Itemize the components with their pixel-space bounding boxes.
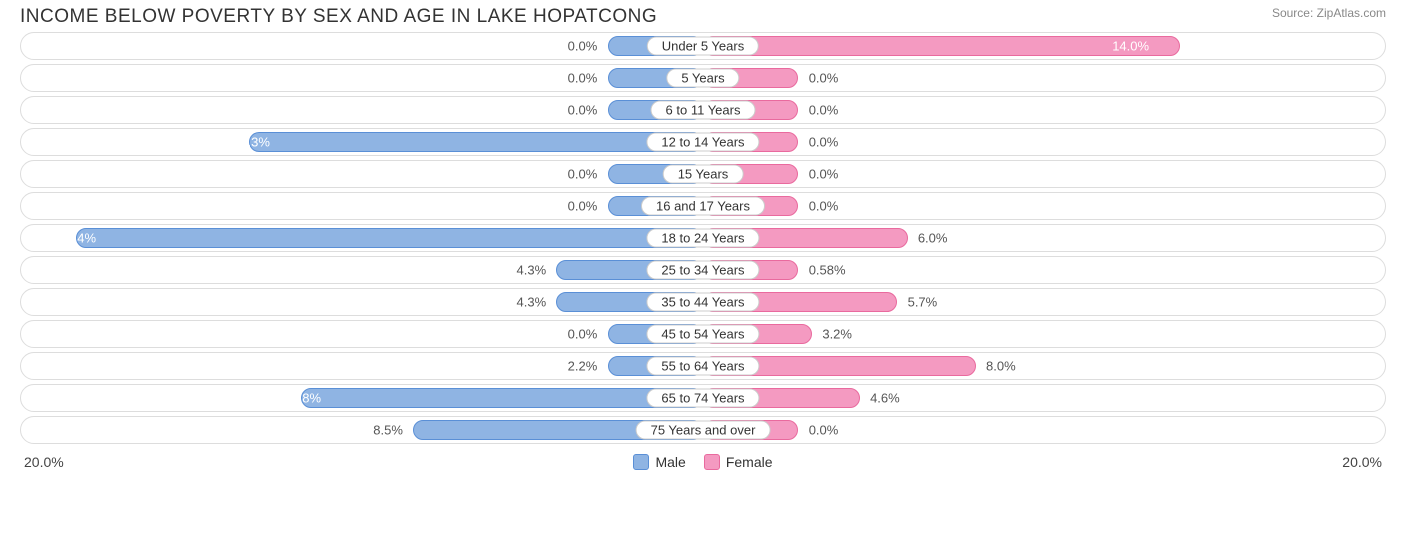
category-label: 5 Years (666, 69, 739, 88)
male-value-label: 0.0% (568, 71, 598, 86)
female-value-label: 0.0% (809, 167, 839, 182)
legend-label: Female (726, 454, 773, 470)
chart-row: 4.3% 0.58% 25 to 34 Years (20, 256, 1386, 284)
chart-row: 2.2% 8.0% 55 to 64 Years (20, 352, 1386, 380)
chart-row: 0.0% 3.2% 45 to 54 Years (20, 320, 1386, 348)
chart-row: 0.0% 0.0% 15 Years (20, 160, 1386, 188)
male-bar (301, 388, 703, 408)
female-bar (703, 36, 1180, 56)
chart-source: Source: ZipAtlas.com (1272, 6, 1386, 20)
legend-swatch (633, 454, 649, 470)
category-label: 55 to 64 Years (646, 357, 759, 376)
male-value-label: 4.3% (517, 263, 547, 278)
male-value-label: 18.4% (59, 231, 96, 246)
category-label: 25 to 34 Years (646, 261, 759, 280)
male-value-label: 11.8% (285, 391, 321, 406)
category-label: 65 to 74 Years (646, 389, 759, 408)
legend-label: Male (655, 454, 685, 470)
male-value-label: 0.0% (568, 199, 598, 214)
chart-row: 4.3% 5.7% 35 to 44 Years (20, 288, 1386, 316)
axis-left-max: 20.0% (24, 454, 64, 470)
category-label: 12 to 14 Years (646, 133, 759, 152)
female-value-label: 4.6% (870, 391, 900, 406)
female-value-label: 3.2% (822, 327, 852, 342)
male-value-label: 0.0% (568, 327, 598, 342)
female-value-label: 0.0% (809, 423, 839, 438)
chart-footer: 20.0% Male Female 20.0% (0, 448, 1406, 470)
chart-row: 0.0% 0.0% 16 and 17 Years (20, 192, 1386, 220)
chart-title: INCOME BELOW POVERTY BY SEX AND AGE IN L… (20, 6, 657, 28)
category-label: 75 Years and over (636, 421, 771, 440)
chart-header: INCOME BELOW POVERTY BY SEX AND AGE IN L… (0, 0, 1406, 32)
chart-row: 8.5% 0.0% 75 Years and over (20, 416, 1386, 444)
female-value-label: 8.0% (986, 359, 1016, 374)
female-value-label: 0.0% (809, 135, 839, 150)
chart-area: 0.0%14.0%Under 5 Years0.0%0.0%5 Years0.0… (0, 32, 1406, 444)
category-label: 15 Years (663, 165, 744, 184)
female-value-label: 0.58% (809, 263, 846, 278)
male-bar (76, 228, 703, 248)
chart-row: 18.4% 6.0% 18 to 24 Years (20, 224, 1386, 252)
male-value-label: 8.5% (373, 423, 403, 438)
legend-item: Female (704, 454, 773, 470)
male-value-label: 4.3% (517, 295, 547, 310)
category-label: 16 and 17 Years (641, 197, 765, 216)
male-value-label: 2.2% (568, 359, 598, 374)
legend-swatch (704, 454, 720, 470)
female-value-label: 0.0% (809, 103, 839, 118)
male-bar (249, 132, 703, 152)
category-label: 35 to 44 Years (646, 293, 759, 312)
legend: Male Female (633, 454, 772, 470)
chart-row: 0.0% 0.0% 5 Years (20, 64, 1386, 92)
male-value-label: 13.3% (233, 135, 270, 150)
male-value-label: 0.0% (568, 167, 598, 182)
category-label: Under 5 Years (647, 37, 759, 56)
female-value-label: 6.0% (918, 231, 948, 246)
female-value-label: 5.7% (908, 295, 938, 310)
female-value-label: 0.0% (809, 71, 839, 86)
female-value-label: 0.0% (809, 199, 839, 214)
chart-row: 0.0% 0.0% 6 to 11 Years (20, 96, 1386, 124)
chart-row: 11.8% 4.6% 65 to 74 Years (20, 384, 1386, 412)
category-label: 45 to 54 Years (646, 325, 759, 344)
legend-item: Male (633, 454, 685, 470)
axis-right-max: 20.0% (1342, 454, 1382, 470)
male-value-label: 0.0% (568, 103, 598, 118)
chart-row: 0.0% 14.0% Under 5 Years (20, 32, 1386, 60)
chart-row: 13.3% 0.0% 12 to 14 Years (20, 128, 1386, 156)
female-value-label: 14.0% (1112, 39, 1149, 54)
category-label: 18 to 24 Years (646, 229, 759, 248)
category-label: 6 to 11 Years (651, 101, 756, 120)
male-value-label: 0.0% (568, 39, 598, 54)
